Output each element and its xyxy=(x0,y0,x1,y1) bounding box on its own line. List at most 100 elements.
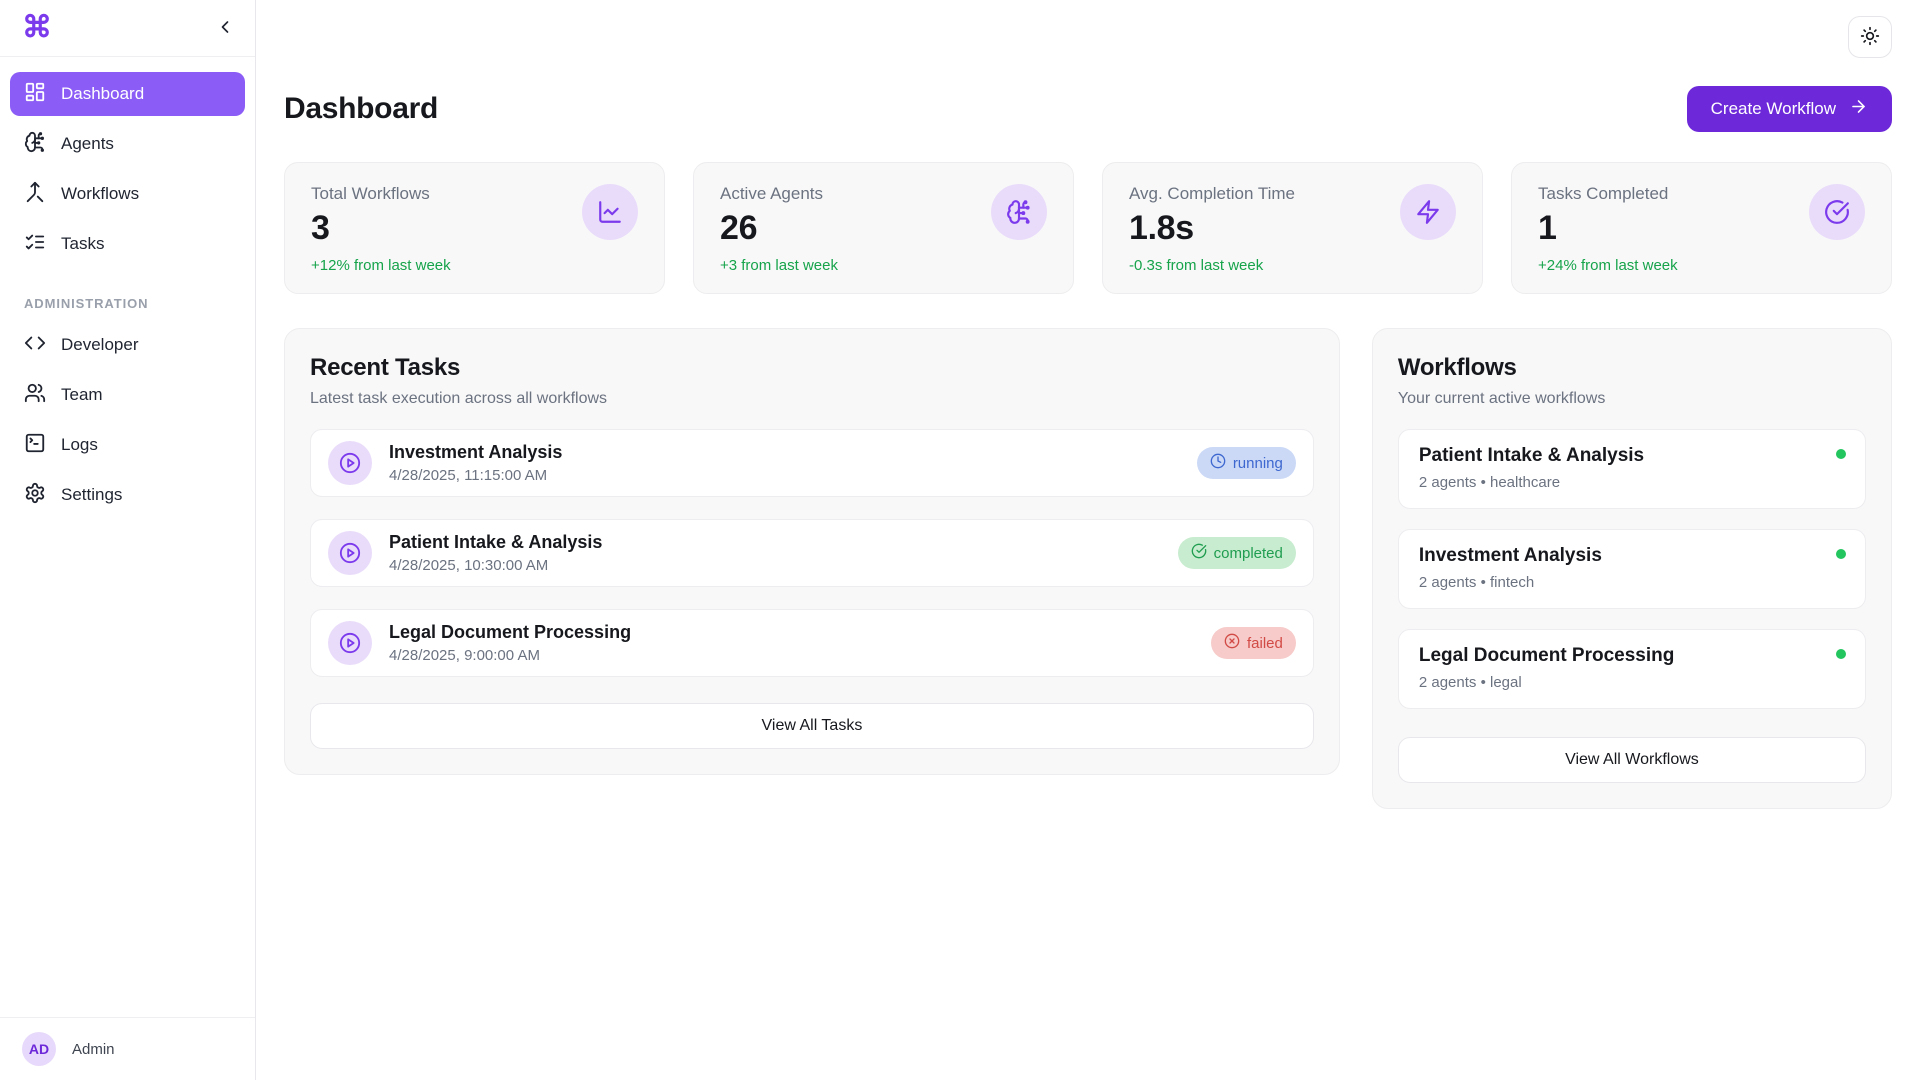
stat-info: Tasks Completed 1 +24% from last week xyxy=(1538,184,1678,274)
workflow-name: Investment Analysis xyxy=(1418,545,1602,566)
workflows-subtitle: Your current active workflows xyxy=(1397,390,1606,407)
status-badge-label: completed xyxy=(1213,544,1283,562)
status-badge-label: failed xyxy=(1247,634,1283,652)
status-badge-label: running xyxy=(1232,454,1283,472)
sidebar-item-label: Team xyxy=(61,385,103,404)
avatar: AD xyxy=(22,1032,56,1066)
workflow-item[interactable]: Investment Analysis 2 agents • fintech xyxy=(1397,529,1866,609)
task-text: Patient Intake & Analysis 4/28/2025, 10:… xyxy=(389,532,602,574)
play-circle-icon xyxy=(328,531,372,575)
task-text: Legal Document Processing 4/28/2025, 9:0… xyxy=(389,622,631,664)
sidebar-user-section[interactable]: AD Admin xyxy=(0,1017,255,1080)
sidebar-item-settings[interactable]: Settings xyxy=(10,473,245,517)
task-row[interactable]: Legal Document Processing 4/28/2025, 9:0… xyxy=(310,609,1314,677)
stat-card-avg-completion-time: Avg. Completion Time 1.8s -0.3s from las… xyxy=(1102,162,1483,294)
code-icon xyxy=(24,332,46,359)
status-badge-completed: completed xyxy=(1177,537,1296,569)
sidebar-item-label: Developer xyxy=(61,335,139,354)
stat-info: Active Agents 26 +3 from last week xyxy=(720,184,838,274)
play-circle-icon xyxy=(328,621,372,665)
stat-value: 1 xyxy=(1538,209,1557,247)
active-status-dot xyxy=(1836,549,1846,559)
sidebar-item-team[interactable]: Team xyxy=(10,373,245,417)
workflows-panel: Workflows Your current active workflows … xyxy=(1371,328,1892,809)
task-list: Investment Analysis 4/28/2025, 11:15:00 … xyxy=(310,429,1314,677)
sidebar-item-logs[interactable]: Logs xyxy=(10,423,245,467)
list-checks-icon xyxy=(24,231,46,258)
sidebar-item-label: Dashboard xyxy=(61,84,145,103)
status-badge-running: running xyxy=(1196,447,1296,479)
sidebar-item-label: Logs xyxy=(61,435,98,454)
create-workflow-button[interactable]: Create Workflow xyxy=(1686,86,1892,132)
sidebar-item-label: Agents xyxy=(61,134,114,153)
recent-tasks-subtitle: Latest task execution across all workflo… xyxy=(310,390,608,407)
task-timestamp: 4/28/2025, 9:00:00 AM xyxy=(389,647,540,664)
task-row[interactable]: Patient Intake & Analysis 4/28/2025, 10:… xyxy=(310,519,1314,587)
arrow-right-icon xyxy=(1849,97,1868,121)
stat-info: Total Workflows 3 +12% from last week xyxy=(311,184,451,274)
task-timestamp: 4/28/2025, 10:30:00 AM xyxy=(389,557,549,574)
stat-delta: +12% from last week xyxy=(311,257,451,274)
stat-info: Avg. Completion Time 1.8s -0.3s from las… xyxy=(1129,184,1295,274)
recent-tasks-title: Recent Tasks xyxy=(310,354,461,381)
x-circle-icon xyxy=(1224,633,1240,653)
gear-icon xyxy=(24,482,46,509)
task-row[interactable]: Investment Analysis 4/28/2025, 11:15:00 … xyxy=(310,429,1314,497)
layout-dashboard-icon xyxy=(24,81,46,108)
merge-icon xyxy=(24,181,46,208)
task-name: Legal Document Processing xyxy=(389,622,632,642)
stat-card-tasks-completed: Tasks Completed 1 +24% from last week xyxy=(1511,162,1892,294)
task-name: Patient Intake & Analysis xyxy=(389,532,603,552)
main-content: Dashboard Create Workflow Total Workflow… xyxy=(256,0,1920,1080)
content-grid: Recent Tasks Latest task execution acros… xyxy=(284,328,1892,809)
page-title: Dashboard xyxy=(284,92,438,125)
sidebar-item-workflows[interactable]: Workflows xyxy=(10,172,245,216)
stat-label: Avg. Completion Time xyxy=(1129,184,1295,203)
line-chart-icon xyxy=(582,184,638,240)
stat-delta: +24% from last week xyxy=(1538,257,1678,274)
theme-toggle-button[interactable] xyxy=(1848,16,1892,58)
sidebar-collapse-button[interactable] xyxy=(215,17,235,40)
workflow-item[interactable]: Patient Intake & Analysis 2 agents • hea… xyxy=(1397,429,1866,509)
user-name: Admin xyxy=(72,1040,115,1058)
sidebar-item-tasks[interactable]: Tasks xyxy=(10,222,245,266)
stat-card-total-workflows: Total Workflows 3 +12% from last week xyxy=(284,162,665,294)
view-all-workflows-button[interactable]: View All Workflows xyxy=(1397,737,1866,783)
recent-tasks-panel: Recent Tasks Latest task execution acros… xyxy=(284,328,1340,775)
sidebar-item-label: Settings xyxy=(61,485,123,504)
workflow-meta: 2 agents • healthcare xyxy=(1418,474,1561,491)
stat-delta: -0.3s from last week xyxy=(1129,257,1264,274)
status-badge-failed: failed xyxy=(1211,627,1296,659)
brain-circuit-icon xyxy=(991,184,1047,240)
sidebar-item-dashboard[interactable]: Dashboard xyxy=(10,72,245,116)
stat-label: Tasks Completed xyxy=(1538,184,1669,203)
workflow-meta: 2 agents • legal xyxy=(1418,674,1522,691)
topbar xyxy=(284,0,1892,62)
workflow-item[interactable]: Legal Document Processing 2 agents • leg… xyxy=(1397,629,1866,709)
sidebar-item-label: Workflows xyxy=(61,184,140,203)
task-timestamp: 4/28/2025, 11:15:00 AM xyxy=(389,467,548,484)
sun-icon xyxy=(1860,26,1880,49)
sidebar-item-agents[interactable]: Agents xyxy=(10,122,245,166)
workflow-name: Patient Intake & Analysis xyxy=(1418,445,1645,466)
sidebar: ⌘ Dashboard Agents xyxy=(0,0,256,1080)
sidebar-item-developer[interactable]: Developer xyxy=(10,323,245,367)
sidebar-nav: Dashboard Agents Workflows Tasks xyxy=(0,57,255,517)
app-logo-command-icon: ⌘ xyxy=(22,11,52,44)
stat-value: 1.8s xyxy=(1129,209,1194,247)
chevron-left-icon xyxy=(215,17,235,40)
active-status-dot xyxy=(1836,649,1846,659)
view-all-tasks-button[interactable]: View All Tasks xyxy=(310,703,1314,749)
page-header: Dashboard Create Workflow xyxy=(284,86,1892,132)
zap-icon xyxy=(1400,184,1456,240)
users-icon xyxy=(24,382,46,409)
stat-label: Active Agents xyxy=(720,184,824,203)
task-text: Investment Analysis 4/28/2025, 11:15:00 … xyxy=(389,442,562,484)
workflow-name: Legal Document Processing xyxy=(1418,645,1675,666)
terminal-square-icon xyxy=(24,432,46,459)
sidebar-header: ⌘ xyxy=(0,0,255,57)
brain-circuit-icon xyxy=(24,131,46,158)
stat-value: 3 xyxy=(311,209,330,247)
create-workflow-label: Create Workflow xyxy=(1710,99,1836,118)
